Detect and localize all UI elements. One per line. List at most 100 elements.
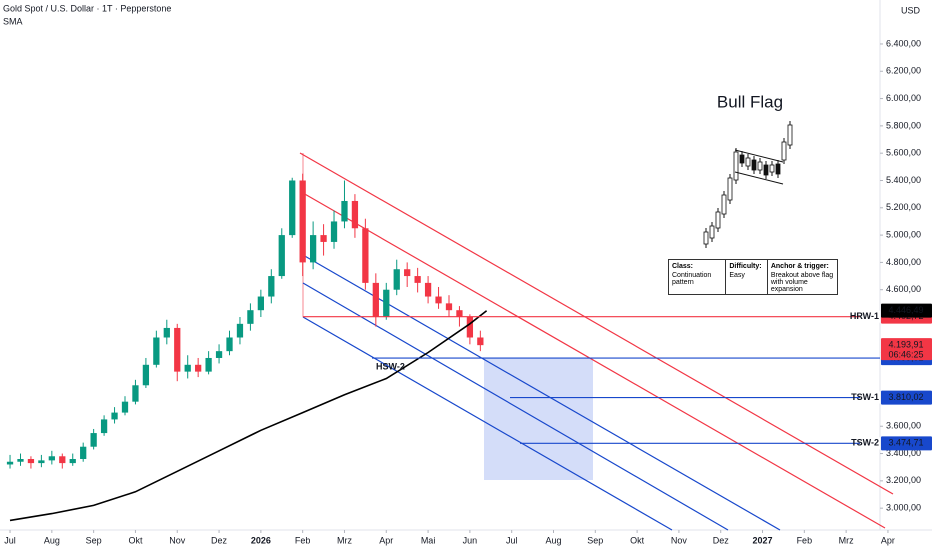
currency-label: USD [901,5,921,15]
candle-body [247,310,254,324]
level-name: HRW-1 [850,311,879,321]
channel-line [302,254,781,531]
candle-body [289,180,296,236]
y-tick-label: 5.000,00 [886,229,921,239]
x-tick-label: Aug [44,535,60,545]
x-tick-label: Feb [295,535,311,545]
candle-body [174,327,181,372]
flag-candle [745,157,751,167]
inset-table: Class: Continuation pattern Difficulty: Eas… [668,259,838,295]
inset-text: Continuation pattern [672,272,712,286]
candle-body [393,269,400,290]
flag-candle [769,164,775,173]
candle-body [257,296,264,311]
inset-text: Easy [729,272,745,279]
flag-candle [709,225,715,239]
y-tick-label: 3.400,00 [886,448,921,458]
candle-body [341,200,348,222]
candle-body [236,323,244,338]
inset-header: Anchor & trigger: [770,263,829,270]
x-tick-label: Jul [4,535,16,545]
flag-candle [787,124,793,146]
candle-body [320,235,327,242]
channel-line [299,152,894,495]
x-tick-label: Okt [128,535,143,545]
y-tick-label: 3.600,00 [886,421,921,431]
candle-body [226,337,233,352]
x-tick-label: Sep [587,535,603,545]
y-tick-label: 4.800,00 [886,257,921,267]
x-tick-label: Apr [881,535,895,545]
x-tick-label: Mrz [839,535,854,545]
candle-body [445,303,453,311]
candle-body [404,269,411,277]
candle-body [362,228,369,283]
y-tick-label: 4.600,00 [886,284,921,294]
flag-boundary [734,149,784,163]
candle-body [132,385,139,402]
x-tick-label: Dez [713,535,730,545]
y-tick-label: 5.600,00 [886,148,921,158]
inset-column: Class: Continuation pattern [669,260,727,294]
y-tick-label: 5.200,00 [886,202,921,212]
inset-column: Difficulty: Easy [726,260,768,294]
candle-body [278,235,285,277]
target-zone [484,358,593,480]
flag-candle [763,164,769,176]
y-tick-label: 3.000,00 [886,503,921,513]
candle-body [59,456,66,464]
candle-body [27,459,35,464]
candle-body [195,364,202,372]
inset-column: Anchor & trigger: Breakout above flag with… [768,260,837,294]
price-badge-label: 3.474,71 [888,438,923,448]
x-tick-label: Aug [545,535,561,545]
price-badge [881,436,932,451]
y-tick-label: 6.000,00 [886,93,921,103]
x-tick-label: 2027 [753,535,773,545]
price-badge [881,338,932,361]
inset-text: with volume expansion [770,279,808,293]
inset-header: Class: [672,263,694,270]
y-tick-label: 6.400,00 [886,38,921,48]
flag-candle [775,163,781,175]
x-tick-label: Nov [671,535,688,545]
candle-body [153,337,160,365]
price-badge-label: 4.193,91 [888,340,923,350]
flag-candle [781,141,787,161]
level-name: TSW-2 [851,438,879,448]
x-tick-label: Feb [797,535,813,545]
candle-body [456,310,463,318]
flag-candle [751,159,757,171]
bull-flag-illustration [703,121,793,248]
price-badge [881,303,932,318]
level-name: HSW-2 [376,361,405,371]
candle-body [330,221,338,242]
candle-body [142,364,150,386]
inset-title: Bull Flag [717,92,783,111]
candle-body [80,446,87,460]
flag-candle [721,194,727,215]
candle-body [6,461,14,465]
x-tick-label: Apr [379,535,393,545]
flag-candle [757,161,763,171]
candle-body [268,276,275,297]
flag-candle [733,151,739,181]
price-axis-bg [880,0,932,550]
flag-boundary [734,171,784,185]
flag-candle [727,177,733,201]
candle-body [372,282,379,318]
y-tick-label: 5.800,00 [886,120,921,130]
x-tick-label: Mai [421,535,436,545]
channel-line [302,282,729,531]
candle-body [100,419,108,434]
candle-body [466,317,474,338]
candle-body [163,327,170,338]
candle-body [184,364,191,372]
candle-body [205,357,212,372]
flag-candle [739,154,745,164]
x-tick-label: Mrz [337,535,352,545]
chart-title: Gold Spot / U.S. Dollar · 1T · Peppersto… [3,3,171,13]
candle-body [111,412,118,420]
